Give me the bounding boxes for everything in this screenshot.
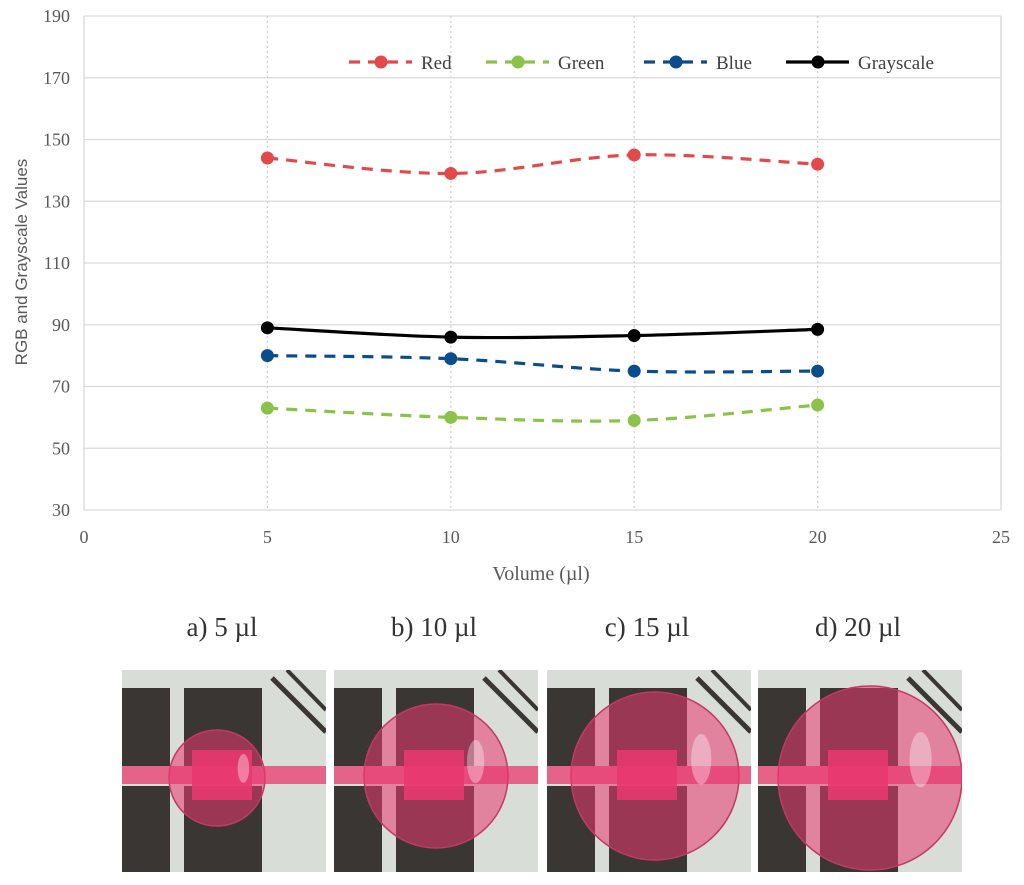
caption-c: c) 15 µl bbox=[604, 612, 690, 642]
data-point-red bbox=[260, 151, 274, 165]
y-tick-label: 30 bbox=[52, 500, 70, 520]
x-tick-labels: 0 5 10 15 20 25 bbox=[80, 527, 1011, 547]
line-chart: 30 50 70 90 110 130 150 170 190 0 5 10 15 20 25 Red Gr… bbox=[12, 6, 1011, 585]
droplet-photo-5ul bbox=[122, 670, 326, 872]
data-point-green bbox=[811, 398, 825, 412]
data-point-red bbox=[444, 166, 458, 180]
series-lines bbox=[260, 148, 825, 427]
diagonal-trace bbox=[497, 670, 538, 712]
series-line-red bbox=[267, 153, 818, 176]
sensing-pad bbox=[192, 750, 252, 800]
droplet-highlight bbox=[909, 732, 932, 788]
y-tick-label: 90 bbox=[52, 315, 70, 335]
legend-label-red: Red bbox=[421, 53, 452, 74]
y-tick-label: 110 bbox=[44, 253, 70, 273]
diagonal-trace bbox=[270, 676, 326, 734]
series-line-grayscale bbox=[267, 326, 818, 340]
y-tick-label: 130 bbox=[43, 191, 70, 211]
data-point-green bbox=[260, 401, 274, 415]
droplet-highlight bbox=[237, 754, 250, 783]
caption-b: b) 10 µl bbox=[390, 612, 478, 642]
legend-label-blue: Blue bbox=[716, 53, 752, 74]
y-tick-label: 50 bbox=[52, 438, 70, 458]
legend-label-grayscale: Grayscale bbox=[858, 53, 934, 74]
droplet-photo-15ul bbox=[547, 670, 751, 872]
caption-a: a) 5 µl bbox=[186, 612, 258, 642]
data-point-grayscale bbox=[444, 330, 458, 344]
data-point-blue bbox=[627, 364, 641, 378]
legend-label-green: Green bbox=[558, 53, 605, 74]
y-tick-label: 70 bbox=[52, 377, 70, 397]
legend-marker-blue bbox=[669, 55, 683, 69]
legend: Red Green Blue Grayscale bbox=[349, 53, 934, 74]
y-tick-label: 170 bbox=[43, 68, 70, 88]
droplet-highlight bbox=[466, 740, 485, 784]
legend-marker-red bbox=[374, 55, 388, 69]
caption-d: d) 20 µl bbox=[814, 612, 902, 642]
sensing-pad bbox=[404, 750, 464, 800]
y-axis-title: RGB and Grayscale Values bbox=[12, 159, 31, 366]
diagonal-trace bbox=[285, 670, 326, 712]
diagonal-trace bbox=[906, 676, 962, 734]
series-line-blue bbox=[267, 354, 818, 374]
data-point-grayscale bbox=[260, 321, 274, 335]
legend-marker-green bbox=[511, 55, 525, 69]
diagonal-trace bbox=[710, 670, 751, 712]
y-tick-label: 190 bbox=[43, 6, 70, 26]
electrode-pad bbox=[122, 786, 170, 872]
diagonal-trace bbox=[695, 676, 751, 734]
droplet-highlight bbox=[691, 734, 712, 785]
data-point-blue bbox=[811, 364, 825, 378]
x-tick-label: 15 bbox=[625, 527, 643, 547]
droplet-photo-20ul bbox=[758, 670, 962, 872]
x-tick-label: 5 bbox=[263, 527, 272, 547]
x-tick-label: 0 bbox=[80, 527, 89, 547]
data-point-green bbox=[627, 413, 641, 427]
x-tick-label: 10 bbox=[442, 527, 460, 547]
diagonal-trace bbox=[921, 670, 962, 712]
electrode-pad bbox=[122, 688, 170, 766]
data-point-green bbox=[444, 410, 458, 424]
x-axis-title: Volume (µl) bbox=[492, 563, 589, 585]
grid bbox=[83, 15, 1002, 511]
droplet-photo-10ul bbox=[334, 670, 538, 872]
data-point-blue bbox=[260, 349, 274, 363]
data-point-grayscale bbox=[811, 322, 825, 336]
x-tick-label: 20 bbox=[809, 527, 827, 547]
data-point-grayscale bbox=[627, 329, 641, 343]
y-tick-label: 150 bbox=[43, 130, 70, 150]
data-point-red bbox=[627, 148, 641, 162]
sensing-pad bbox=[617, 750, 677, 800]
sensing-pad bbox=[828, 750, 888, 800]
x-tick-label: 25 bbox=[992, 527, 1010, 547]
legend-marker-grayscale bbox=[811, 55, 825, 69]
data-point-red bbox=[811, 157, 825, 171]
diagonal-trace bbox=[482, 676, 538, 734]
y-tick-labels: 30 50 70 90 110 130 150 170 190 bbox=[43, 6, 70, 520]
data-point-blue bbox=[444, 352, 458, 366]
series-line-green bbox=[267, 403, 818, 423]
